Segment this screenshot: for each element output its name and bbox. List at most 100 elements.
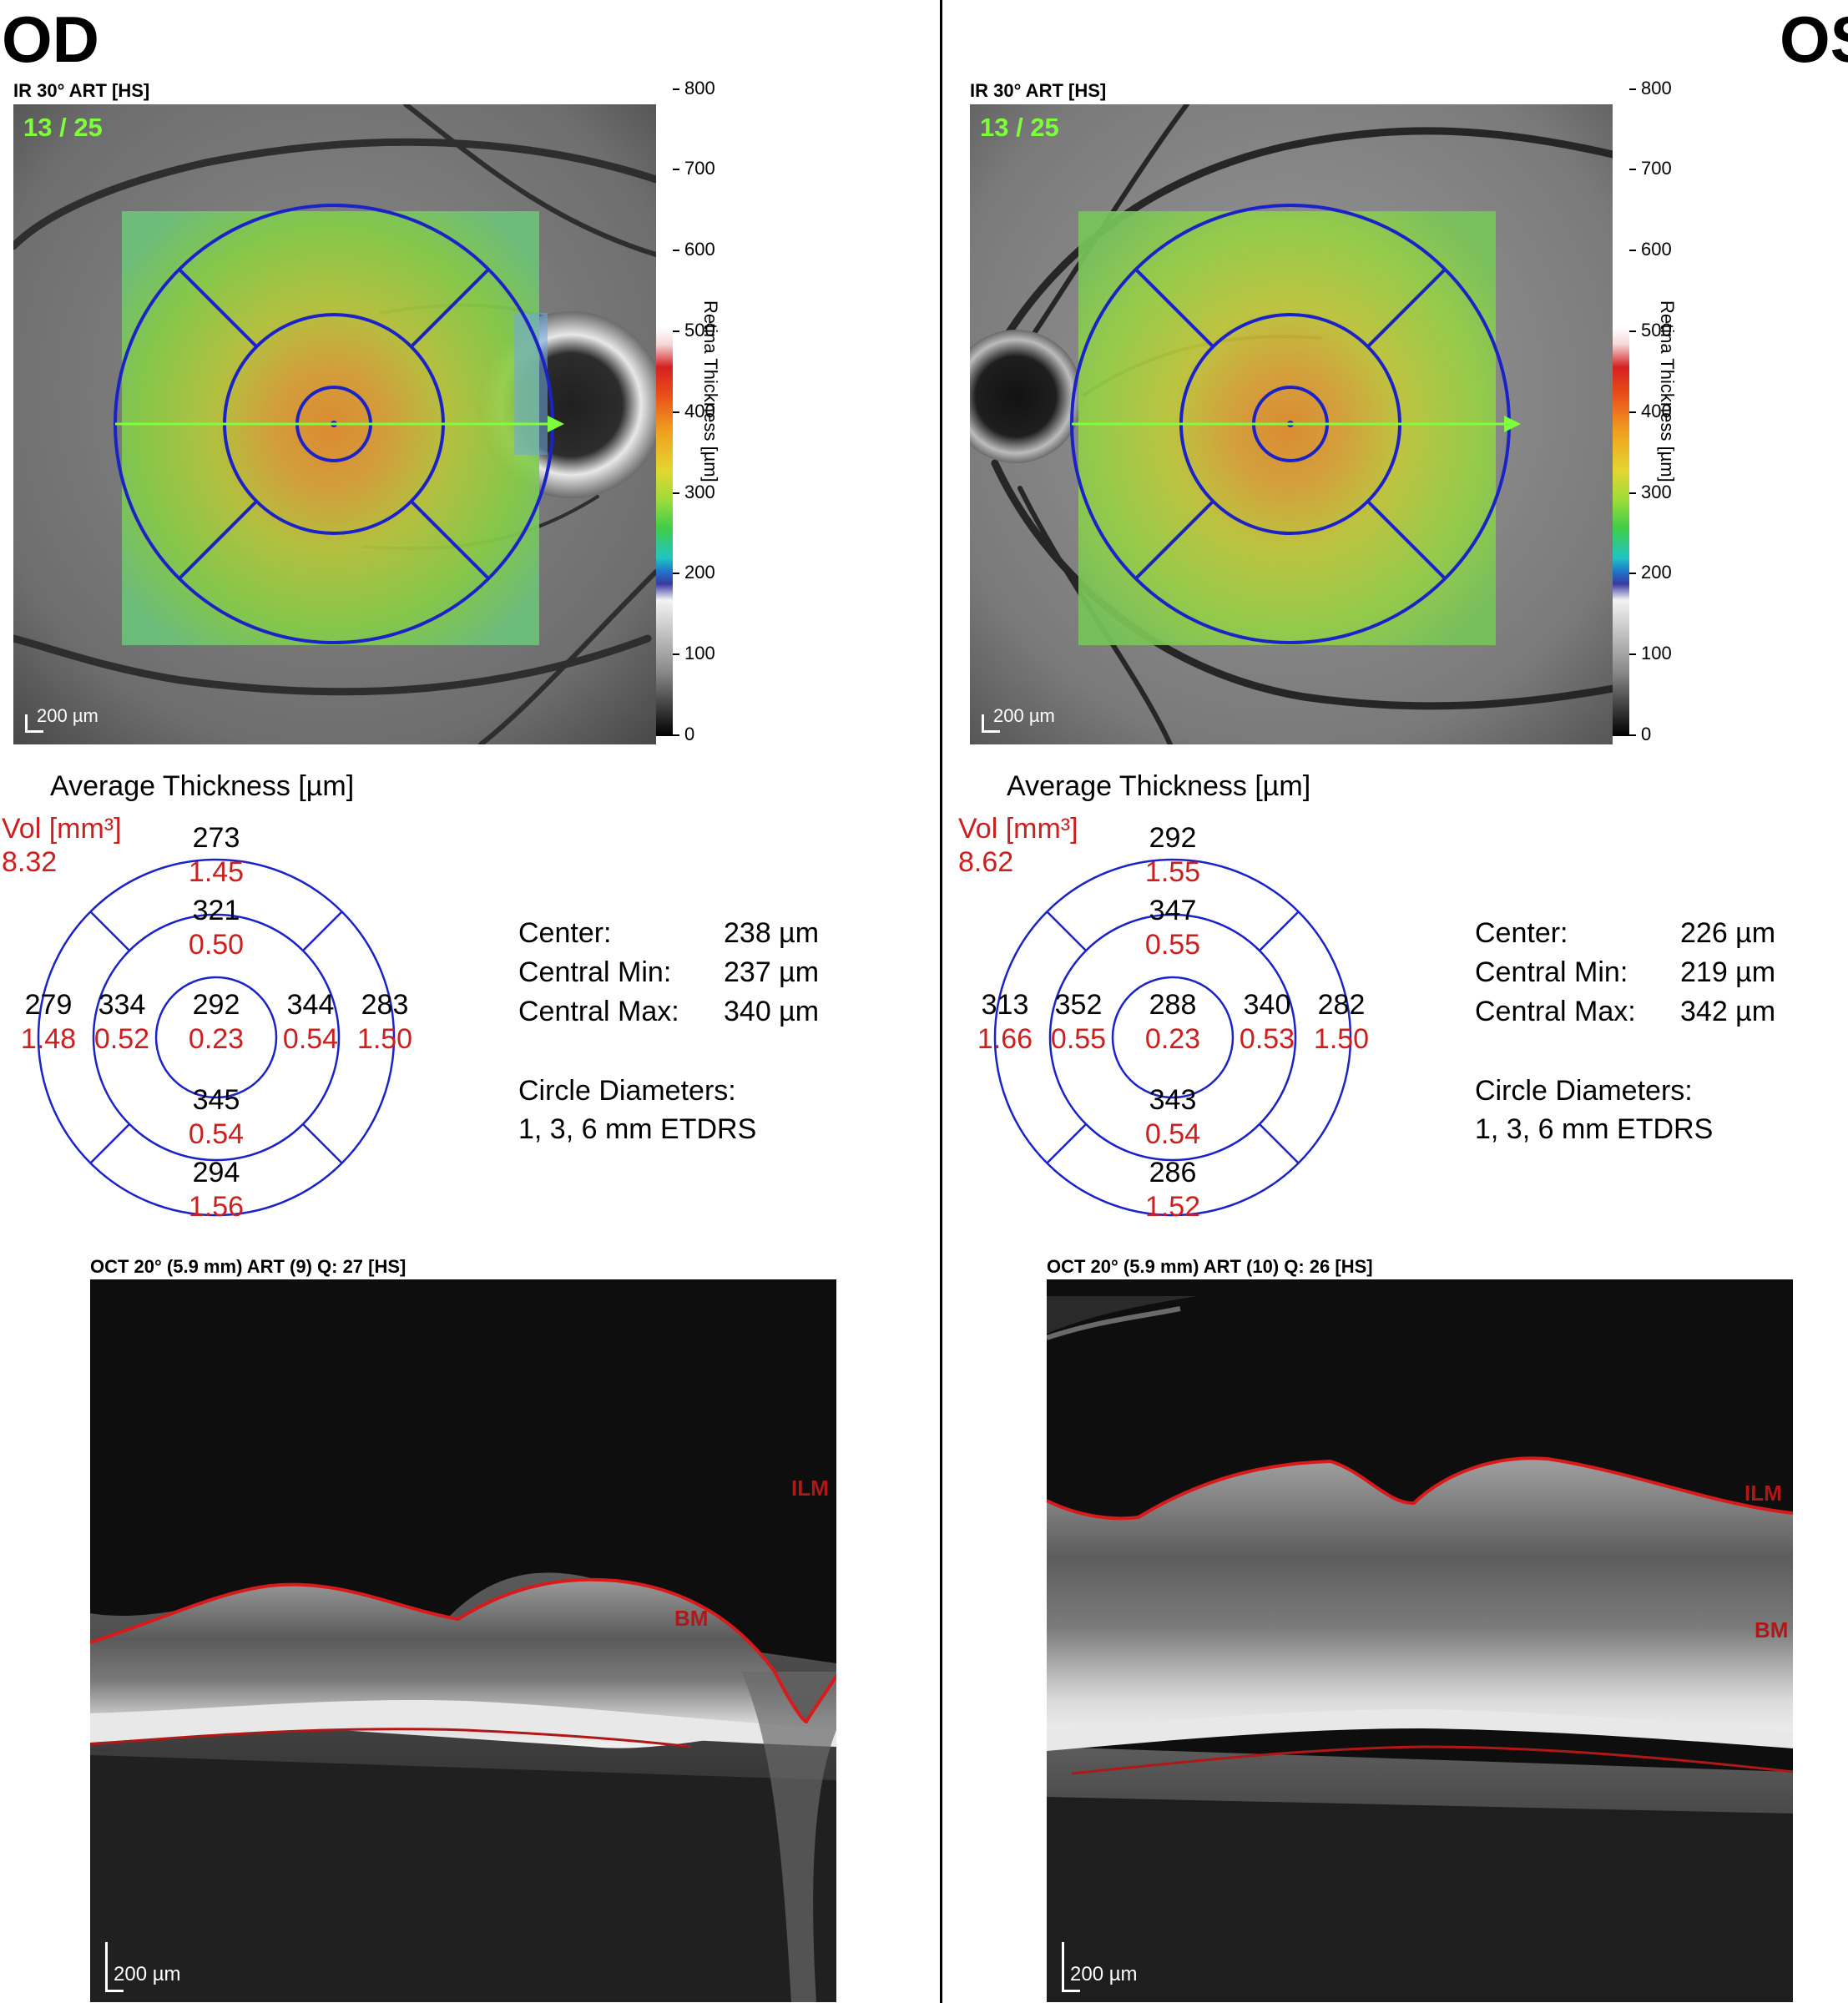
- colorbar-tick-label: 400: [684, 401, 715, 421]
- ilm-label: ILM: [791, 1476, 829, 1501]
- circle-diameters-value: 1, 3, 6 mm ETDRS: [1475, 1113, 1714, 1145]
- thickness-stats: Center: 226 µm Central Min: 219 µm Centr…: [1475, 914, 1809, 1032]
- stat-label: Central Max:: [518, 996, 679, 1027]
- colorbar-tick-label: 700: [684, 158, 715, 179]
- fundus-image: [13, 104, 656, 744]
- stat-row-center: Center: 226 µm: [1475, 914, 1809, 953]
- ir-image-title: IR 30° ART [HS]: [13, 80, 150, 101]
- colorbar-gradient: [656, 88, 673, 736]
- etdrs-inner-inferior-thickness: 345: [192, 1084, 240, 1116]
- colorbar-tick-label: 200: [684, 562, 715, 583]
- oct-bscan[interactable]: ILM BM 200 µm: [1047, 1279, 1793, 2002]
- stat-label: Central Min:: [1475, 956, 1628, 988]
- etdrs-inner-inferior-volume: 0.54: [188, 1118, 245, 1150]
- stat-label: Center:: [1475, 917, 1568, 949]
- bm-label: BM: [1755, 1617, 1789, 1642]
- colorbar-title: Retina Thickness [µm]: [1657, 300, 1678, 482]
- etdrs-outer-inferior-volume: 1.52: [1144, 1191, 1201, 1223]
- colorbar-tick-label: 800: [684, 78, 715, 98]
- circle-diameters-value: 1, 3, 6 mm ETDRS: [518, 1113, 757, 1145]
- scan-counter: 13 / 25: [23, 113, 103, 142]
- etdrs-outer-temporal-volume: 1.48: [20, 1023, 77, 1055]
- average-thickness-title: Average Thickness [µm]: [1007, 770, 1311, 802]
- etdrs-inner-inferior-volume: 0.54: [1144, 1118, 1201, 1150]
- fundus-image: [970, 104, 1613, 744]
- etdrs-outer-superior-thickness: 292: [1149, 822, 1197, 854]
- etdrs-inner-nasal-thickness: 340: [1243, 989, 1291, 1021]
- colorbar-tick-label: 600: [1641, 239, 1672, 260]
- stat-value: 342 µm: [1680, 996, 1776, 1027]
- oct-scale-bar: [105, 1942, 124, 1992]
- colorbar-tick-label: 600: [684, 239, 715, 260]
- stat-row-central-min: Central Min: 219 µm: [1475, 953, 1809, 992]
- etdrs-inner-superior-thickness: 347: [1149, 895, 1197, 926]
- colorbar-tick-label: 500: [684, 320, 715, 341]
- fundus-scale-bar: [25, 714, 43, 733]
- stat-value: 237 µm: [724, 956, 820, 988]
- etdrs-inner-nasal-volume: 0.53: [1239, 1023, 1295, 1055]
- thickness-colorbar: 800 700 600 500 400 300 200 100 0: [1613, 78, 1672, 744]
- etdrs-center-thickness: 288: [1149, 989, 1197, 1021]
- colorbar-tick-label: 0: [1641, 724, 1652, 744]
- oct-scan-title: OCT 20° (5.9 mm) ART (10) Q: 26 [HS]: [1047, 1256, 1373, 1277]
- oct-scan-title: OCT 20° (5.9 mm) ART (9) Q: 27 [HS]: [90, 1256, 406, 1277]
- etdrs-outer-inferior-thickness: 294: [192, 1157, 240, 1188]
- etdrs-inner-temporal-thickness: 352: [1054, 989, 1103, 1021]
- stat-label: Center:: [518, 917, 612, 949]
- circle-diameters-title: Circle Diameters:: [518, 1075, 736, 1107]
- etdrs-outer-inferior-thickness: 286: [1149, 1157, 1197, 1188]
- volume-total: 8.32: [2, 846, 58, 878]
- etdrs-outer-nasal-thickness: 283: [361, 989, 409, 1021]
- colorbar-tick-label: 0: [684, 724, 695, 744]
- stat-value: 340 µm: [724, 996, 820, 1027]
- ir-image-title: IR 30° ART [HS]: [970, 80, 1107, 101]
- etdrs-center-thickness: 292: [192, 989, 240, 1021]
- average-thickness-title: Average Thickness [µm]: [50, 770, 355, 802]
- etdrs-inner-nasal-thickness: 344: [286, 989, 335, 1021]
- colorbar-tick-label: 100: [1641, 643, 1672, 663]
- etdrs-outer-temporal-volume: 1.66: [977, 1023, 1033, 1055]
- ilm-label: ILM: [1744, 1481, 1782, 1506]
- etdrs-outer-nasal-volume: 1.50: [1313, 1023, 1370, 1055]
- thickness-colorbar: 800 700 600 500 400 300 200 100 0: [656, 78, 715, 744]
- eye-label-os: OS: [1780, 3, 1848, 76]
- etdrs-inner-temporal-volume: 0.52: [93, 1023, 150, 1055]
- panel-divider: [940, 0, 942, 2003]
- scan-counter: 13 / 25: [980, 113, 1059, 142]
- fundus-thickness-map[interactable]: 13 / 25 200 µm: [970, 104, 1613, 744]
- etdrs-inner-temporal-thickness: 334: [98, 989, 146, 1021]
- colorbar-tick-label: 700: [1641, 158, 1672, 179]
- oct-scale-label: 200 µm: [114, 1963, 181, 1985]
- etdrs-grid: 273 1.45 321 0.50 279 1.48 334 0.52 292 …: [0, 801, 434, 1235]
- stat-row-central-min: Central Min: 237 µm: [518, 953, 852, 992]
- oct-scale-label: 200 µm: [1070, 1963, 1138, 1985]
- colorbar-gradient: [1613, 88, 1629, 736]
- stat-label: Central Max:: [1475, 996, 1636, 1027]
- circle-diameters-title: Circle Diameters:: [1475, 1075, 1693, 1107]
- colorbar-tick-label: 500: [1641, 320, 1672, 341]
- fundus-scale-bar: [982, 714, 1000, 733]
- oct-bscan-image: [90, 1572, 836, 2002]
- volume-total: 8.62: [958, 846, 1014, 878]
- colorbar-tick-label: 300: [1641, 482, 1672, 502]
- etdrs-inner-superior-volume: 0.50: [188, 929, 245, 961]
- stat-row-central-max: Central Max: 342 µm: [1475, 992, 1809, 1032]
- colorbar-tick-label: 100: [684, 643, 715, 663]
- etdrs-outer-inferior-volume: 1.56: [188, 1191, 245, 1223]
- panel-os: IR 30° ART [HS]: [957, 0, 1848, 2003]
- stat-value: 226 µm: [1680, 917, 1776, 949]
- fundus-scale-label: 200 µm: [37, 705, 98, 726]
- etdrs-inner-temporal-volume: 0.55: [1050, 1023, 1107, 1055]
- etdrs-outer-superior-volume: 1.55: [1144, 856, 1201, 888]
- etdrs-rings: [37, 858, 396, 1217]
- volume-label: Vol [mm³]: [2, 813, 122, 845]
- etdrs-center-volume: 0.23: [188, 1023, 245, 1055]
- etdrs-outer-temporal-thickness: 313: [981, 989, 1029, 1021]
- fundus-thickness-map[interactable]: 13 / 25 200 µm: [13, 104, 656, 744]
- stat-row-center: Center: 238 µm: [518, 914, 852, 953]
- etdrs-inner-nasal-volume: 0.54: [282, 1023, 339, 1055]
- oct-bscan[interactable]: ILM BM 200 µm: [90, 1279, 836, 2002]
- colorbar-tick-label: 400: [1641, 401, 1672, 421]
- etdrs-center-volume: 0.23: [1144, 1023, 1201, 1055]
- etdrs-rings: [993, 858, 1352, 1217]
